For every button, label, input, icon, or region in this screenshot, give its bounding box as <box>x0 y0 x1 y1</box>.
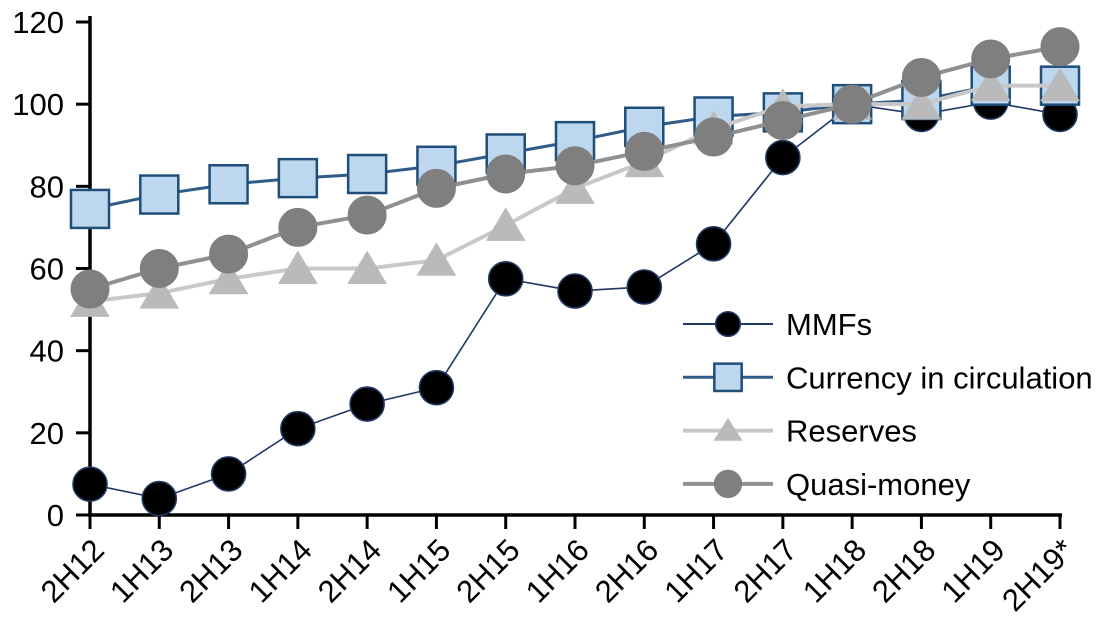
square-marker-icon <box>69 188 111 230</box>
circle-marker-icon <box>763 101 803 141</box>
x-tick-label: 2H14 <box>311 532 388 609</box>
triangle-marker-icon <box>277 250 318 284</box>
x-tick-label: 1H16 <box>519 532 596 609</box>
legend-label: Currency in circulation <box>786 360 1093 395</box>
y-tick-label: 40 <box>30 334 64 369</box>
series-quasi-money <box>70 27 1080 309</box>
x-tick-label: 2H18 <box>865 532 942 609</box>
legend-item-reserves: Reserves <box>683 414 917 449</box>
x-tick-label: 2H13 <box>172 532 249 609</box>
circle-marker-icon <box>714 310 742 338</box>
circle-marker-icon <box>70 269 110 309</box>
square-marker-icon <box>346 153 388 195</box>
circle-marker-icon <box>349 386 385 422</box>
x-tick-label: 1H17 <box>657 532 734 609</box>
triangle-marker-icon <box>208 260 249 295</box>
legend-item-mmfs: MMFs <box>683 307 872 342</box>
triangle-marker-icon <box>347 250 388 284</box>
circle-marker-icon <box>209 234 249 274</box>
triangle-marker-icon <box>485 207 526 241</box>
circle-marker-icon <box>626 269 663 305</box>
circle-marker-icon <box>141 480 178 517</box>
circle-marker-icon <box>971 39 1011 79</box>
x-tick-label: 1H15 <box>380 532 457 609</box>
x-tick-label: 2H19* <box>995 532 1081 618</box>
circle-marker-icon <box>695 226 732 262</box>
circle-marker-icon <box>418 369 455 406</box>
circle-marker-icon <box>624 131 664 171</box>
legend-label: Quasi-money <box>786 467 971 502</box>
x-tick-label: 2H12 <box>34 532 111 609</box>
triangle-marker-icon <box>555 170 595 204</box>
square-marker-icon <box>713 362 743 393</box>
circle-marker-icon <box>557 273 593 309</box>
x-tick-label: 1H18 <box>796 532 873 609</box>
triangle-marker-icon <box>416 242 457 276</box>
triangle-marker-icon <box>1040 67 1080 102</box>
triangle-marker-icon <box>901 86 942 120</box>
circle-marker-icon <box>139 249 179 288</box>
circle-marker-icon <box>486 154 526 194</box>
circle-marker-icon <box>347 195 387 235</box>
x-tick-label: 1H14 <box>242 532 319 609</box>
legend-item-quasi-money: Quasi-money <box>683 467 971 502</box>
circle-marker-icon <box>72 466 108 502</box>
x-tick-label: 2H16 <box>588 532 665 609</box>
legend-label: Reserves <box>786 414 917 449</box>
legend-label: MMFs <box>786 307 872 342</box>
circle-marker-icon <box>210 456 247 492</box>
square-marker-icon <box>139 174 180 215</box>
y-tick-label: 100 <box>12 87 64 122</box>
circle-marker-icon <box>694 117 734 157</box>
circle-marker-icon <box>416 168 456 208</box>
circle-marker-icon <box>713 469 743 499</box>
triangle-marker-icon <box>139 275 180 309</box>
circle-marker-icon <box>832 84 872 124</box>
legend: MMFs Currency in circulation Reserves Quasi… <box>683 307 1093 502</box>
triangle-marker-icon <box>713 417 743 441</box>
circle-marker-icon <box>280 410 316 447</box>
circle-marker-icon <box>555 146 595 186</box>
x-tick-label: 2H15 <box>450 532 527 609</box>
x-tick-label: 1H13 <box>103 532 180 609</box>
circle-marker-icon <box>487 260 524 297</box>
y-tick-label: 60 <box>30 252 64 287</box>
x-tick-label: 2H17 <box>727 532 804 609</box>
circle-marker-icon <box>1040 27 1080 67</box>
circle-marker-icon <box>765 139 801 176</box>
y-tick-label: 0 <box>47 498 64 533</box>
y-tick-label: 20 <box>30 416 64 451</box>
legend-item-currency-in-circulation: Currency in circulation <box>683 360 1093 395</box>
circle-marker-icon <box>278 207 318 247</box>
circle-marker-icon <box>901 57 941 97</box>
triangle-marker-icon <box>970 67 1011 102</box>
y-tick-label: 80 <box>30 169 64 204</box>
square-marker-icon <box>277 157 319 199</box>
square-marker-icon <box>208 164 249 205</box>
y-tick-label: 120 <box>12 5 64 40</box>
